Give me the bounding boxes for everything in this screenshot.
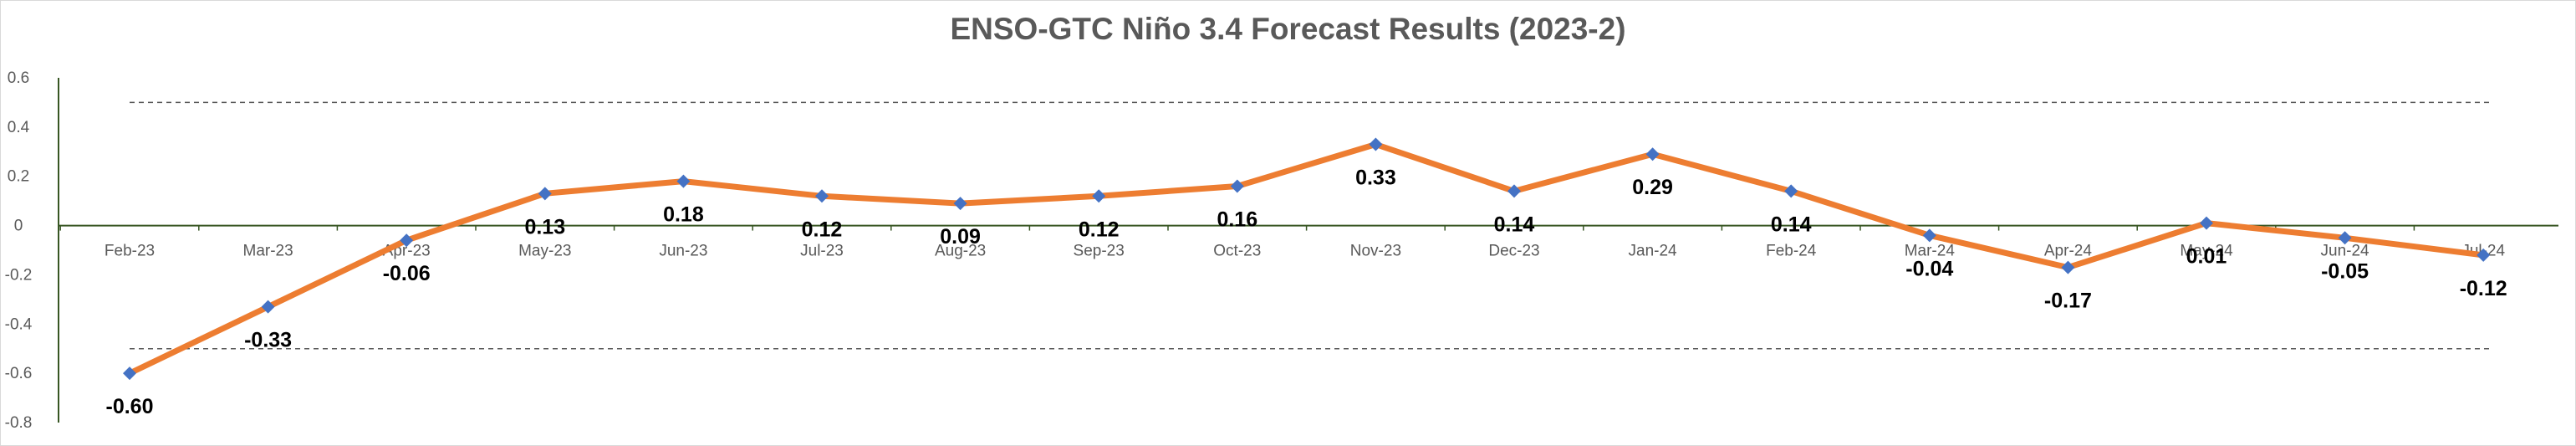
data-point-marker <box>815 189 829 203</box>
y-tick-label: -0.4 <box>5 315 33 333</box>
data-label: -0.60 <box>106 395 154 418</box>
data-label: -0.17 <box>2044 290 2092 313</box>
x-tick-label: Feb-24 <box>1766 243 1817 260</box>
data-label: 0.16 <box>1217 208 1257 231</box>
data-label: 0.18 <box>663 203 704 227</box>
x-tick-label: Feb-23 <box>105 243 155 260</box>
y-tick-label: 0.6 <box>8 69 29 87</box>
x-tick-label: Dec-23 <box>1488 243 1539 260</box>
data-label: 0.09 <box>940 225 981 249</box>
data-point-marker <box>953 197 967 211</box>
series <box>123 137 2491 381</box>
data-point-marker <box>1507 184 1521 198</box>
data-label: -0.12 <box>2460 277 2507 300</box>
x-tick-label: Jun-23 <box>659 243 707 260</box>
x-tick-label: Jul-23 <box>800 243 844 260</box>
data-label: 0.01 <box>2186 245 2227 269</box>
data-point-marker <box>1230 179 1244 193</box>
data-point-marker <box>400 233 414 248</box>
x-tick-label: Oct-23 <box>1213 243 1261 260</box>
x-axis: Feb-23 Mar-23 Apr-23 May-23 Jun-23 Jul-23 Aug-… <box>59 224 2558 260</box>
data-point-marker <box>2338 231 2352 245</box>
reference-lines <box>130 101 2492 350</box>
y-tick-label: 0 <box>14 218 23 235</box>
x-tick-label: May-23 <box>518 243 571 260</box>
y-axis: 0.6 0.4 0.2 0 -0.2 -0.4 -0.6 -0.8 <box>5 69 59 432</box>
data-point-marker <box>1645 147 1660 161</box>
data-label: 0.13 <box>524 215 565 238</box>
data-labels: -0.60 -0.33 -0.06 0.13 0.18 0.12 0.09 0.12 0.16 0… <box>106 166 2507 418</box>
chart-title: ENSO-GTC Niño 3.4 Forecast Results (2023… <box>950 12 1626 46</box>
data-point-marker <box>261 300 275 314</box>
data-label: -0.04 <box>1905 257 1953 280</box>
data-label: 0.33 <box>1355 166 1396 189</box>
x-tick-label: Jan-24 <box>1629 243 1678 260</box>
data-point-marker <box>2477 248 2491 262</box>
y-tick-label: 0.4 <box>8 119 30 136</box>
x-tick-label: Mar-23 <box>243 243 293 260</box>
data-label: 0.12 <box>802 218 843 241</box>
data-label: -0.06 <box>383 262 431 285</box>
data-point-marker <box>2200 216 2213 230</box>
y-tick-label: 0.2 <box>8 168 29 186</box>
x-tick-label: Aug-23 <box>935 243 986 260</box>
data-point-marker <box>538 187 552 201</box>
data-point-marker <box>1369 137 1383 151</box>
x-tick-label: Apr-24 <box>2044 243 2092 260</box>
data-point-marker <box>676 174 691 188</box>
data-point-marker <box>1784 184 1798 198</box>
x-tick-label: Nov-23 <box>1350 243 1401 260</box>
y-tick-label: -0.6 <box>5 365 33 382</box>
data-label: -0.33 <box>244 329 292 352</box>
data-point-marker <box>2061 260 2075 274</box>
x-tick-label: Sep-23 <box>1074 243 1125 260</box>
data-point-marker <box>1922 228 1936 243</box>
data-label: 0.14 <box>1494 213 1535 236</box>
data-label: 0.14 <box>1771 213 1812 236</box>
x-tick-label: May-24 <box>2180 243 2233 260</box>
data-point-marker <box>1092 189 1106 203</box>
data-label: 0.12 <box>1079 218 1120 241</box>
series-line <box>126 141 2487 377</box>
x-tick-label: Jun-24 <box>2321 243 2370 260</box>
y-tick-label: -0.8 <box>5 414 33 432</box>
data-label: 0.29 <box>1632 176 1673 199</box>
y-tick-label: -0.2 <box>5 266 33 284</box>
data-point-marker <box>123 367 136 381</box>
x-tick-label: Mar-24 <box>1905 243 1956 260</box>
data-label: -0.05 <box>2321 259 2369 283</box>
